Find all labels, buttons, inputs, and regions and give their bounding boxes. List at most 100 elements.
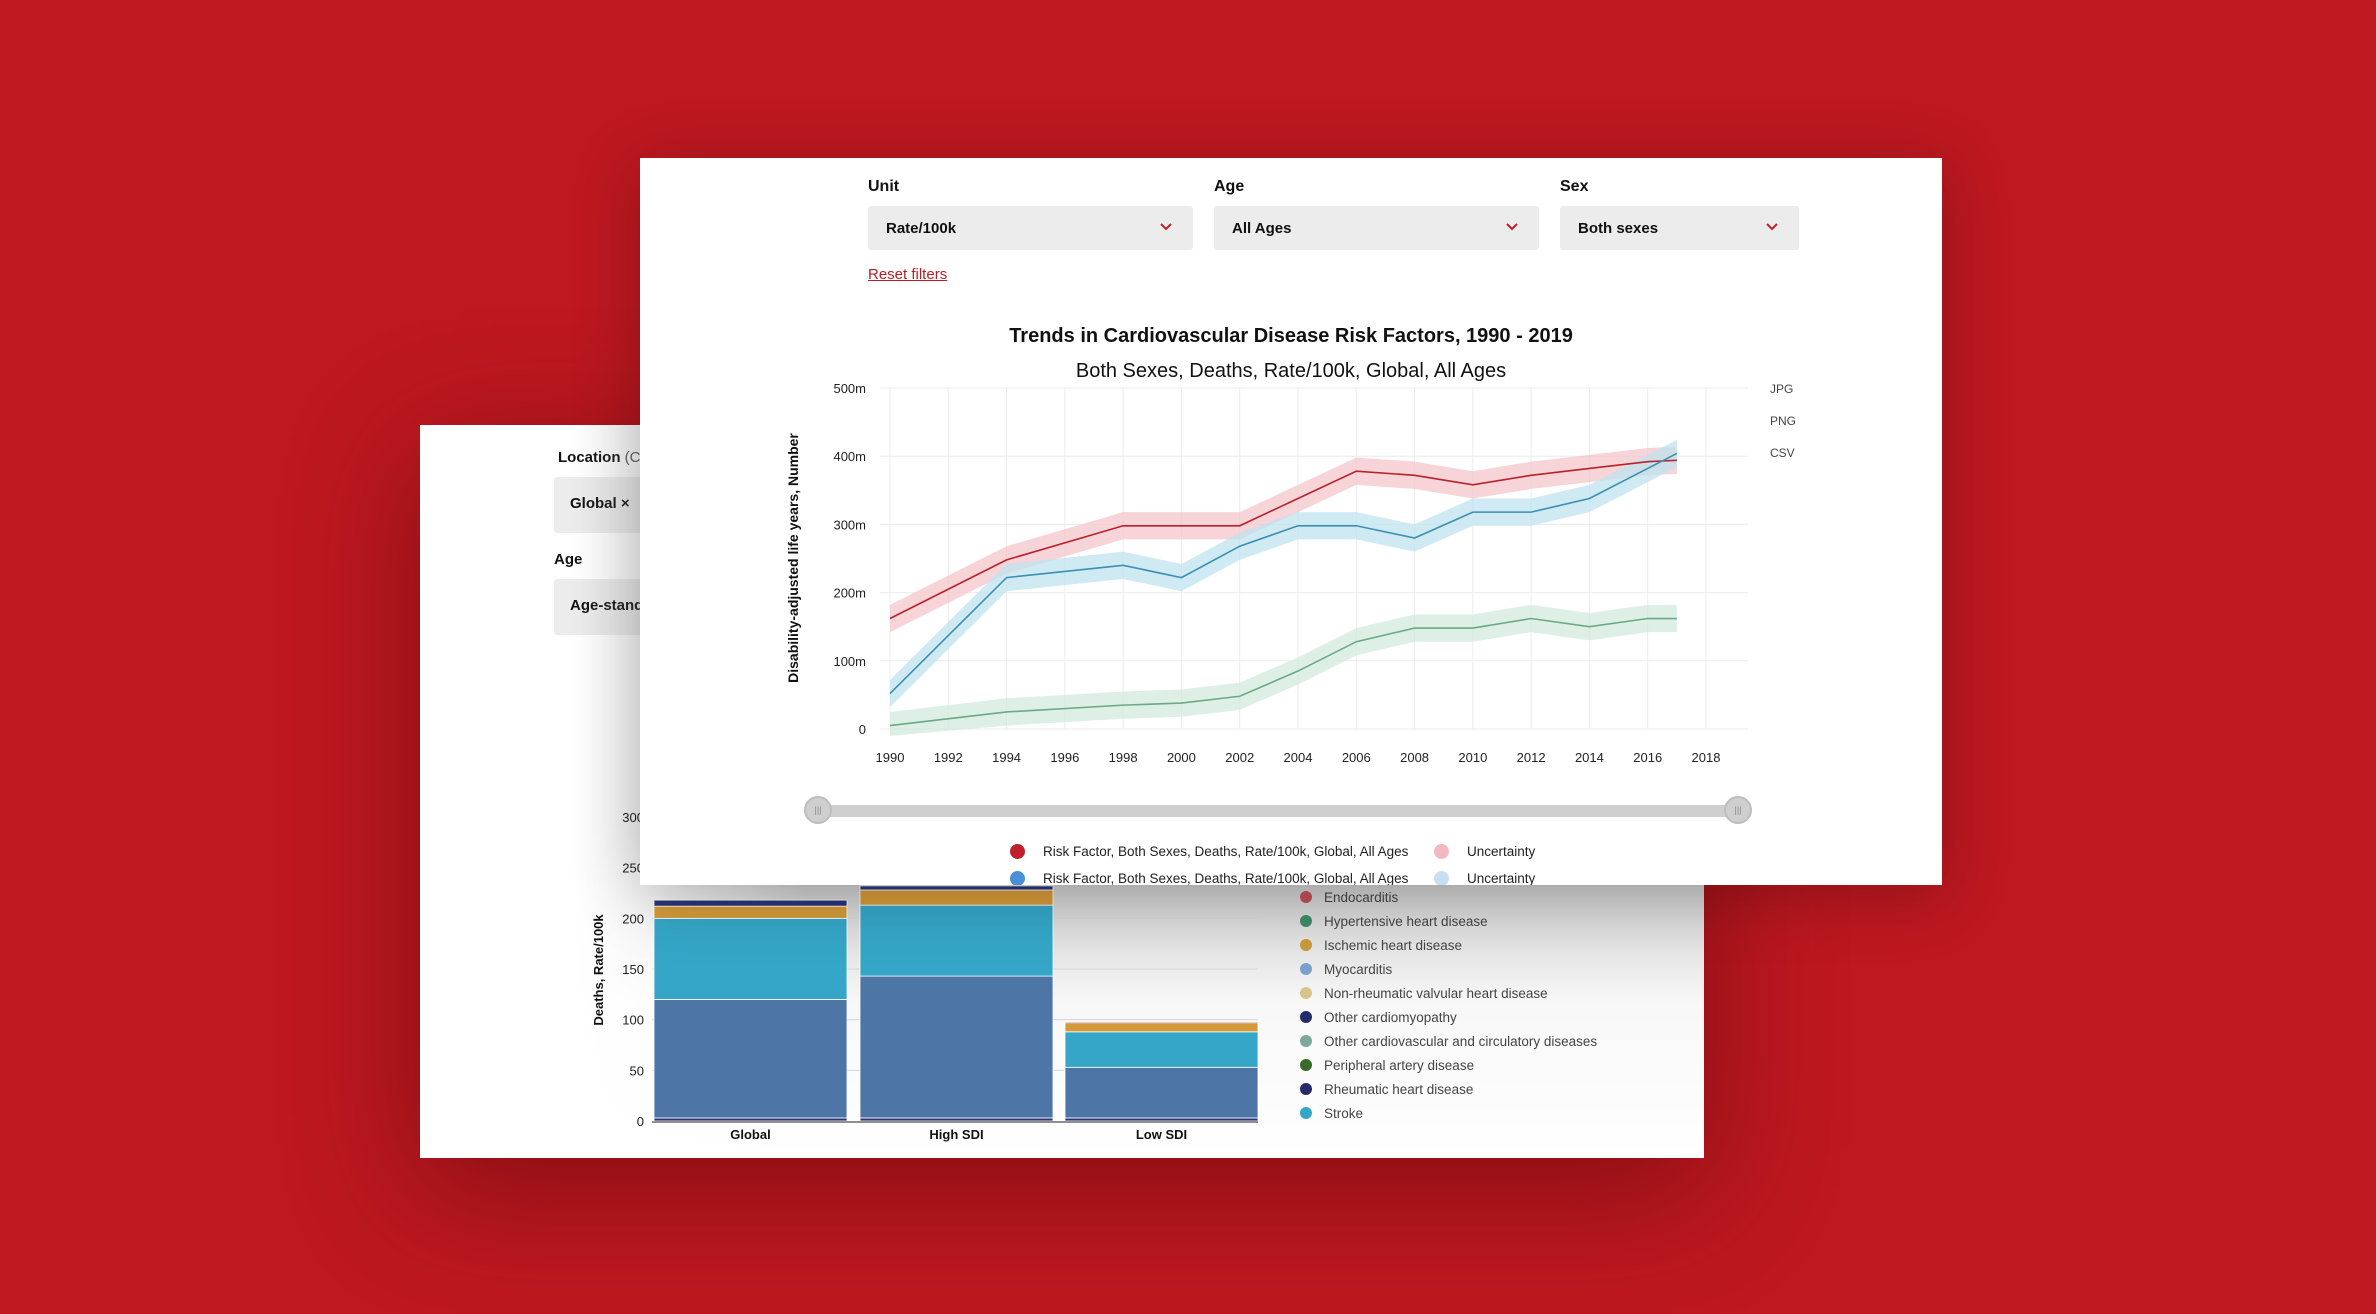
x-tick-label: 2006 [1342,750,1371,765]
legend-item[interactable]: Other cardiovascular and circulatory dis… [1300,1029,1597,1053]
bar-segment [1064,1117,1259,1122]
legend-item[interactable]: Myocarditis [1300,957,1597,981]
y-tick-label: 300m [833,517,866,532]
legend-dot-pink [1434,844,1449,859]
x-tick-label: 1990 [876,750,905,765]
bar-segment [859,904,1054,977]
sex-label: Sex [1560,178,1589,195]
series-line [889,459,1677,620]
y-tick-label: 150 [622,962,644,977]
legend-dot [1300,1035,1312,1047]
series-line [889,617,1677,727]
legend-dot [1300,915,1312,927]
legend-dot [1300,939,1312,951]
legend-label: Risk Factor, Both Sexes, Deaths, Rate/10… [1043,844,1409,859]
bar-segment [1064,1031,1259,1068]
legend-item-risk-factor[interactable]: Risk Factor, Both Sexes, Deaths, Rate/10… [1010,844,1408,859]
y-tick-label: 200 [622,911,644,926]
x-tick-label: High SDI [929,1127,983,1142]
legend-dot [1300,1059,1312,1071]
series-line [889,452,1678,695]
x-tick-label: 1998 [1109,750,1138,765]
slider-handle-start[interactable]: ||| [804,796,832,824]
y-tick-label: 250 [622,861,644,876]
unit-dropdown[interactable]: Rate/100k [868,206,1193,250]
legend-label: Other cardiomyopathy [1324,1009,1457,1025]
export-jpg[interactable]: JPG [1770,382,1794,396]
bar-segment [653,1117,848,1122]
x-tick-label: 2014 [1575,750,1604,765]
legend-dot [1300,891,1312,903]
bar-segment [653,905,848,919]
legend-dot [1300,1011,1312,1023]
sex-dropdown-value: Both sexes [1578,219,1659,237]
legend-dot [1300,987,1312,999]
legend-item[interactable]: Ischemic heart disease [1300,933,1597,957]
legend-label: Peripheral artery disease [1324,1057,1475,1073]
legend-label: Stroke [1324,1105,1364,1121]
chevron-down-icon [1160,223,1172,231]
y-tick-label: 50 [630,1063,644,1078]
x-tick-label: 2010 [1458,750,1487,765]
uncertainty-band [890,446,1677,633]
reset-filters-link[interactable]: Reset filters [868,266,948,283]
bar-segment [653,917,848,1000]
bar-segment [653,999,848,1119]
legend-dot-red [1010,844,1025,859]
export-csv[interactable]: CSV [1770,446,1795,460]
legend-item[interactable]: Hypertensive heart disease [1300,909,1597,933]
uncertainty-band [890,439,1677,708]
legend-item-uncertainty[interactable]: Uncertainty [1434,844,1535,859]
slider-handle-end[interactable]: ||| [1724,796,1752,824]
y-tick-label: 0 [637,1114,644,1129]
legend-item[interactable]: Non-rheumatic valvular heart disease [1300,981,1597,1005]
chart-subtitle: Both Sexes, Deaths, Rate/100k, Global, A… [1075,360,1507,382]
y-axis-label: Disability-adjusted life years, Number [785,433,801,683]
legend-item[interactable]: Peripheral artery disease [1300,1053,1597,1077]
chart-title: Trends in Cardiovascular Disease Risk Fa… [1009,325,1573,347]
y-tick-label: 0 [859,722,866,737]
legend-label: Risk Factor, Both Sexes, Deaths, Rate/10… [1043,871,1409,885]
x-tick-label: 1994 [992,750,1021,765]
x-tick-label: 2016 [1633,750,1662,765]
legend-item-uncertainty-2[interactable]: Uncertainty [1434,871,1535,885]
legend-item-risk-factor-2[interactable]: Risk Factor, Both Sexes, Deaths, Rate/10… [1010,871,1408,885]
y-tick-label: 400m [833,449,866,464]
age-dropdown-value: All Ages [1232,219,1292,237]
legend-dot [1300,1083,1312,1095]
legend-label: Other cardiovascular and circulatory dis… [1324,1033,1598,1049]
legend-item[interactable]: Other cardiomyopathy [1300,1005,1597,1029]
chevron-down-icon [1766,223,1778,231]
legend-dot [1300,1107,1312,1119]
uncertainty-band [890,604,1677,736]
x-tick-label: 2004 [1284,750,1313,765]
legend-dot [1300,963,1312,975]
legend-label: Ischemic heart disease [1324,937,1463,953]
legend-item[interactable]: Endocarditis [1300,885,1597,909]
legend-item[interactable]: Rheumatic heart disease [1300,1077,1597,1101]
bar-segment [859,889,1054,906]
legend-label: Uncertainty [1467,871,1536,885]
trend-chart-panel: Unit Rate/100k Age All Ages Sex Both sex… [640,158,1942,885]
x-tick-label: 2002 [1225,750,1254,765]
chevron-down-icon [1506,223,1518,231]
legend-label: Non-rheumatic valvular heart disease [1324,985,1548,1001]
age-filter-label: Age [1214,178,1245,195]
y-tick-label: 100m [833,654,866,669]
age-dropdown[interactable]: All Ages [1214,206,1539,250]
x-tick-label: 1996 [1050,750,1079,765]
legend-label: Hypertensive heart disease [1324,913,1488,929]
x-tick-label: 1992 [934,750,963,765]
unit-dropdown-value: Rate/100k [886,219,957,237]
y-tick-label: 100 [622,1013,644,1028]
legend-item[interactable]: Stroke [1300,1101,1597,1125]
bar-segment [859,975,1054,1119]
year-range-slider[interactable] [820,805,1738,817]
sex-dropdown[interactable]: Both sexes [1560,206,1799,250]
x-tick-label: 2000 [1167,750,1196,765]
bar-segment [1064,1066,1259,1119]
export-png[interactable]: PNG [1770,414,1797,428]
bar-segment [1064,1022,1259,1033]
bar-segment [1064,1021,1259,1024]
line-chart: 0 100m 200m 300m 400m 500m 1990 1992 1994 1996 199… [785,381,1748,765]
